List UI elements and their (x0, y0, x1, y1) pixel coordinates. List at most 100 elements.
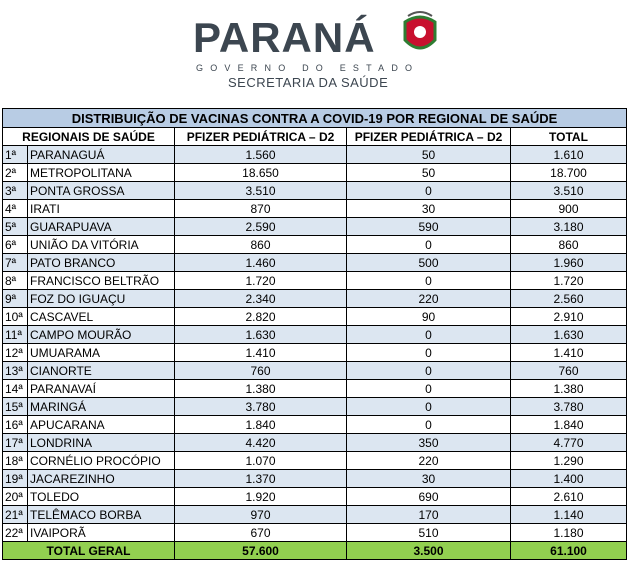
column-header: TOTAL (510, 127, 627, 146)
table-row: 12ª UMUARAMA 1.410 0 1.410 (2, 343, 627, 362)
total-value: 1.840 (510, 415, 627, 434)
total-value: 760 (510, 361, 627, 380)
table-row: 6ª UNIÃO DA VITÓRIA 860 0 860 (2, 235, 627, 254)
region-number: 12ª (2, 343, 28, 362)
total-value: 57.600 (174, 541, 347, 560)
region-number: 8ª (2, 271, 28, 290)
region-number: 19ª (2, 469, 28, 488)
logo: PARANÁ GOVERNO DO ESTADO SECRETARIA DA S… (0, 0, 631, 106)
column-header: PFIZER PEDIÁTRICA – D2 (174, 127, 347, 146)
region-number: 18ª (2, 451, 28, 470)
total-value: 3.510 (510, 181, 627, 200)
dose-value: 170 (346, 505, 511, 524)
table-row: 14ª PARANAVAÍ 1.380 0 1.380 (2, 379, 627, 398)
region-number: 6ª (2, 235, 28, 254)
region-number: 14ª (2, 379, 28, 398)
dose-value: 1.410 (174, 343, 347, 362)
dose-value: 1.720 (174, 271, 347, 290)
total-value: 1.400 (510, 469, 627, 488)
total-value: 3.500 (346, 541, 511, 560)
region-name: CAMPO MOURÃO (27, 325, 175, 344)
region-name: UMUARAMA (27, 343, 175, 362)
total-value: 1.380 (510, 379, 627, 398)
total-value: 1.410 (510, 343, 627, 362)
region-name: APUCARANA (27, 415, 175, 434)
dose-value: 690 (346, 487, 511, 506)
total-value: 1.290 (510, 451, 627, 470)
region-name: IVAIPORÃ (27, 523, 175, 542)
dose-value: 2.590 (174, 217, 347, 236)
dose-value: 1.630 (174, 325, 347, 344)
total-value: 1.960 (510, 253, 627, 272)
column-header: PFIZER PEDIÁTRICA – D2 (346, 127, 511, 146)
dose-value: 0 (346, 235, 511, 254)
dose-value: 500 (346, 253, 511, 272)
region-name: IRATI (27, 199, 175, 218)
table-body: 1ª PARANAGUÁ 1.560 50 1.610 2ª METROPOLITANA 18… (2, 145, 627, 560)
region-name: LONDRINA (27, 433, 175, 452)
dose-value: 2.820 (174, 307, 347, 326)
region-number: 3ª (2, 181, 28, 200)
dose-value: 3.780 (174, 397, 347, 416)
dose-value: 1.370 (174, 469, 347, 488)
table-row: 5ª GUARAPUAVA 2.590 590 3.180 (2, 217, 627, 236)
dose-value: 870 (174, 199, 347, 218)
dose-value: 860 (174, 235, 347, 254)
region-name: CIANORTE (27, 361, 175, 380)
region-name: METROPOLITANA (27, 163, 175, 182)
region-name: MARINGÁ (27, 397, 175, 416)
region-number: 5ª (2, 217, 28, 236)
dose-value: 30 (346, 199, 511, 218)
table-row: 2ª METROPOLITANA 18.650 50 18.700 (2, 163, 627, 182)
region-name: TELÊMACO BORBA (27, 505, 175, 524)
region-number: 22ª (2, 523, 28, 542)
total-label: TOTAL GERAL (2, 541, 175, 560)
total-value: 1.180 (510, 523, 627, 542)
total-value: 900 (510, 199, 627, 218)
dose-value: 1.920 (174, 487, 347, 506)
dose-value: 4.420 (174, 433, 347, 452)
dose-value: 1.840 (174, 415, 347, 434)
total-value: 1.140 (510, 505, 627, 524)
region-name: CASCAVEL (27, 307, 175, 326)
table-row: 13ª CIANORTE 760 0 760 (2, 361, 627, 380)
region-number: 20ª (2, 487, 28, 506)
dose-value: 2.340 (174, 289, 347, 308)
dose-value: 0 (346, 379, 511, 398)
dose-value: 90 (346, 307, 511, 326)
dose-value: 1.460 (174, 253, 347, 272)
table-row: 20ª TOLEDO 1.920 690 2.610 (2, 487, 627, 506)
dose-value: 670 (174, 523, 347, 542)
table-row: 8ª FRANCISCO BELTRÃO 1.720 0 1.720 (2, 271, 627, 290)
dose-value: 30 (346, 469, 511, 488)
region-number: 10ª (2, 307, 28, 326)
region-number: 15ª (2, 397, 28, 416)
dose-value: 0 (346, 361, 511, 380)
table-row: 16ª APUCARANA 1.840 0 1.840 (2, 415, 627, 434)
region-number: 16ª (2, 415, 28, 434)
table-row: 1ª PARANAGUÁ 1.560 50 1.610 (2, 145, 627, 164)
region-number: 13ª (2, 361, 28, 380)
table-title: DISTRIBUIÇÃO DE VACINAS CONTRA A COVID-1… (2, 108, 627, 128)
region-number: 9ª (2, 289, 28, 308)
logo-subtitle: GOVERNO DO ESTADO (196, 63, 420, 73)
total-value: 61.100 (510, 541, 627, 560)
total-value: 2.560 (510, 289, 627, 308)
dose-value: 0 (346, 325, 511, 344)
region-name: GUARAPUAVA (27, 217, 175, 236)
dose-value: 350 (346, 433, 511, 452)
dose-value: 1.560 (174, 145, 347, 164)
table-row: 17ª LONDRINA 4.420 350 4.770 (2, 433, 627, 452)
table-row: 19ª JACAREZINHO 1.370 30 1.400 (2, 469, 627, 488)
dose-value: 220 (346, 289, 511, 308)
dose-value: 50 (346, 163, 511, 182)
table-row: 4ª IRATI 870 30 900 (2, 199, 627, 218)
total-value: 860 (510, 235, 627, 254)
dose-value: 510 (346, 523, 511, 542)
dose-value: 0 (346, 271, 511, 290)
total-value: 18.700 (510, 163, 627, 182)
table-row: 10ª CASCAVEL 2.820 90 2.910 (2, 307, 627, 326)
total-value: 1.720 (510, 271, 627, 290)
total-value: 2.910 (510, 307, 627, 326)
region-name: PARANAVAÍ (27, 379, 175, 398)
